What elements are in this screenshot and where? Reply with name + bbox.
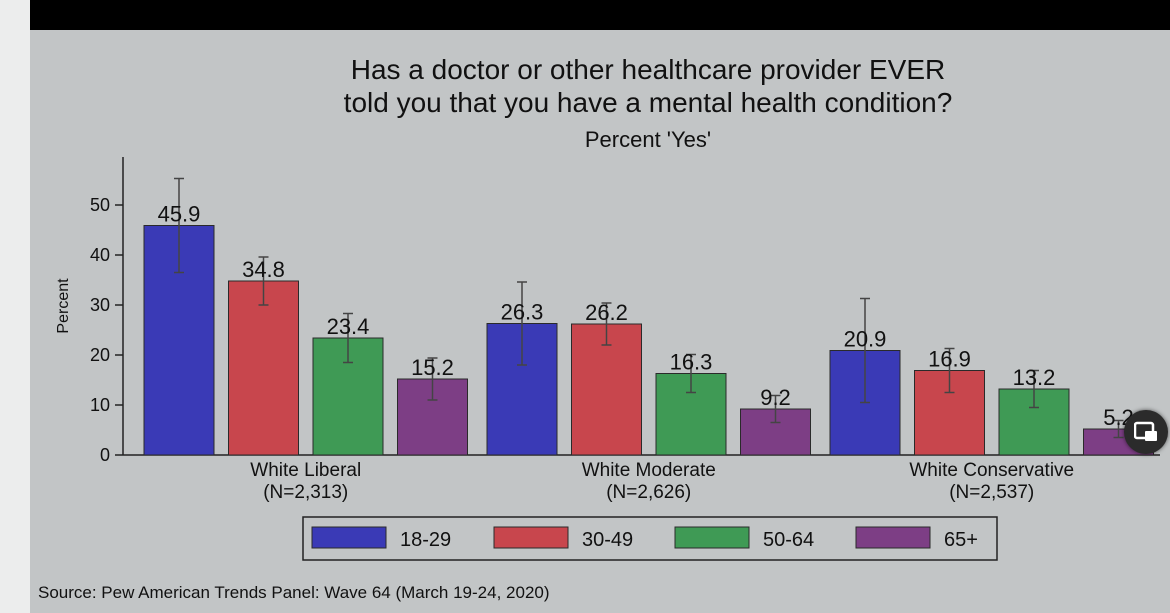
group-label: White Liberal (250, 460, 361, 481)
data-label: 16.3 (670, 350, 713, 375)
chart-title-line1: Has a doctor or other healthcare provide… (351, 54, 946, 85)
y-tick-label: 0 (100, 445, 110, 465)
chart-title-line2: told you that you have a mental health c… (344, 87, 953, 118)
data-label: 13.2 (1013, 365, 1056, 390)
group-labels: White Liberal(N=2,313)White Moderate(N=2… (250, 460, 1074, 503)
data-label: 20.9 (844, 327, 887, 352)
y-tick-label: 30 (90, 295, 110, 315)
data-label: 15.2 (411, 355, 454, 380)
bars: 45.9 26.3 20.9 34.8 26.2 16.9 23.4 16.3 13.2 15.2… (143, 177, 1154, 456)
group-label: White Moderate (582, 460, 716, 481)
group-n-label: (N=2,313) (263, 482, 348, 503)
top-black-bar (0, 0, 1170, 30)
data-label: 23.4 (327, 314, 370, 339)
data-label: 34.8 (242, 257, 285, 282)
data-label: 16.9 (928, 347, 971, 372)
legend-swatch (311, 526, 387, 549)
y-tick-label: 20 (90, 345, 110, 365)
legend-label: 30-49 (582, 529, 633, 551)
chart-subtitle: Percent 'Yes' (585, 127, 711, 152)
legend-swatch (855, 526, 931, 549)
bar (486, 323, 558, 456)
y-axis-label: Percent (55, 278, 72, 334)
legend-swatch (674, 526, 750, 549)
group-n-label: (N=2,537) (949, 482, 1034, 503)
bar (228, 280, 299, 456)
y-tick-label: 10 (90, 395, 110, 415)
legend: 18-29 30-49 50-64 65+ (302, 516, 998, 561)
y-tick-label: 40 (90, 245, 110, 265)
data-label: 26.3 (501, 300, 544, 325)
left-edge-bar (0, 0, 30, 613)
data-label: 26.2 (585, 300, 628, 325)
source-note: Source: Pew American Trends Panel: Wave … (38, 583, 550, 602)
group-n-label: (N=2,626) (606, 482, 691, 503)
bar (571, 323, 642, 456)
legend-label: 18-29 (400, 529, 451, 551)
legend-label: 65+ (944, 529, 978, 551)
y-tick-label: 50 (90, 195, 110, 215)
group-label: White Conservative (909, 460, 1074, 481)
picture-in-picture-icon (1134, 421, 1157, 441)
legend-label: 50-64 (763, 529, 814, 551)
chart-frame (30, 30, 1170, 613)
data-label: 9.2 (760, 385, 791, 410)
data-label: 45.9 (158, 202, 201, 227)
legend-swatch (493, 526, 569, 549)
picture-in-picture-button[interactable] (1124, 410, 1168, 454)
